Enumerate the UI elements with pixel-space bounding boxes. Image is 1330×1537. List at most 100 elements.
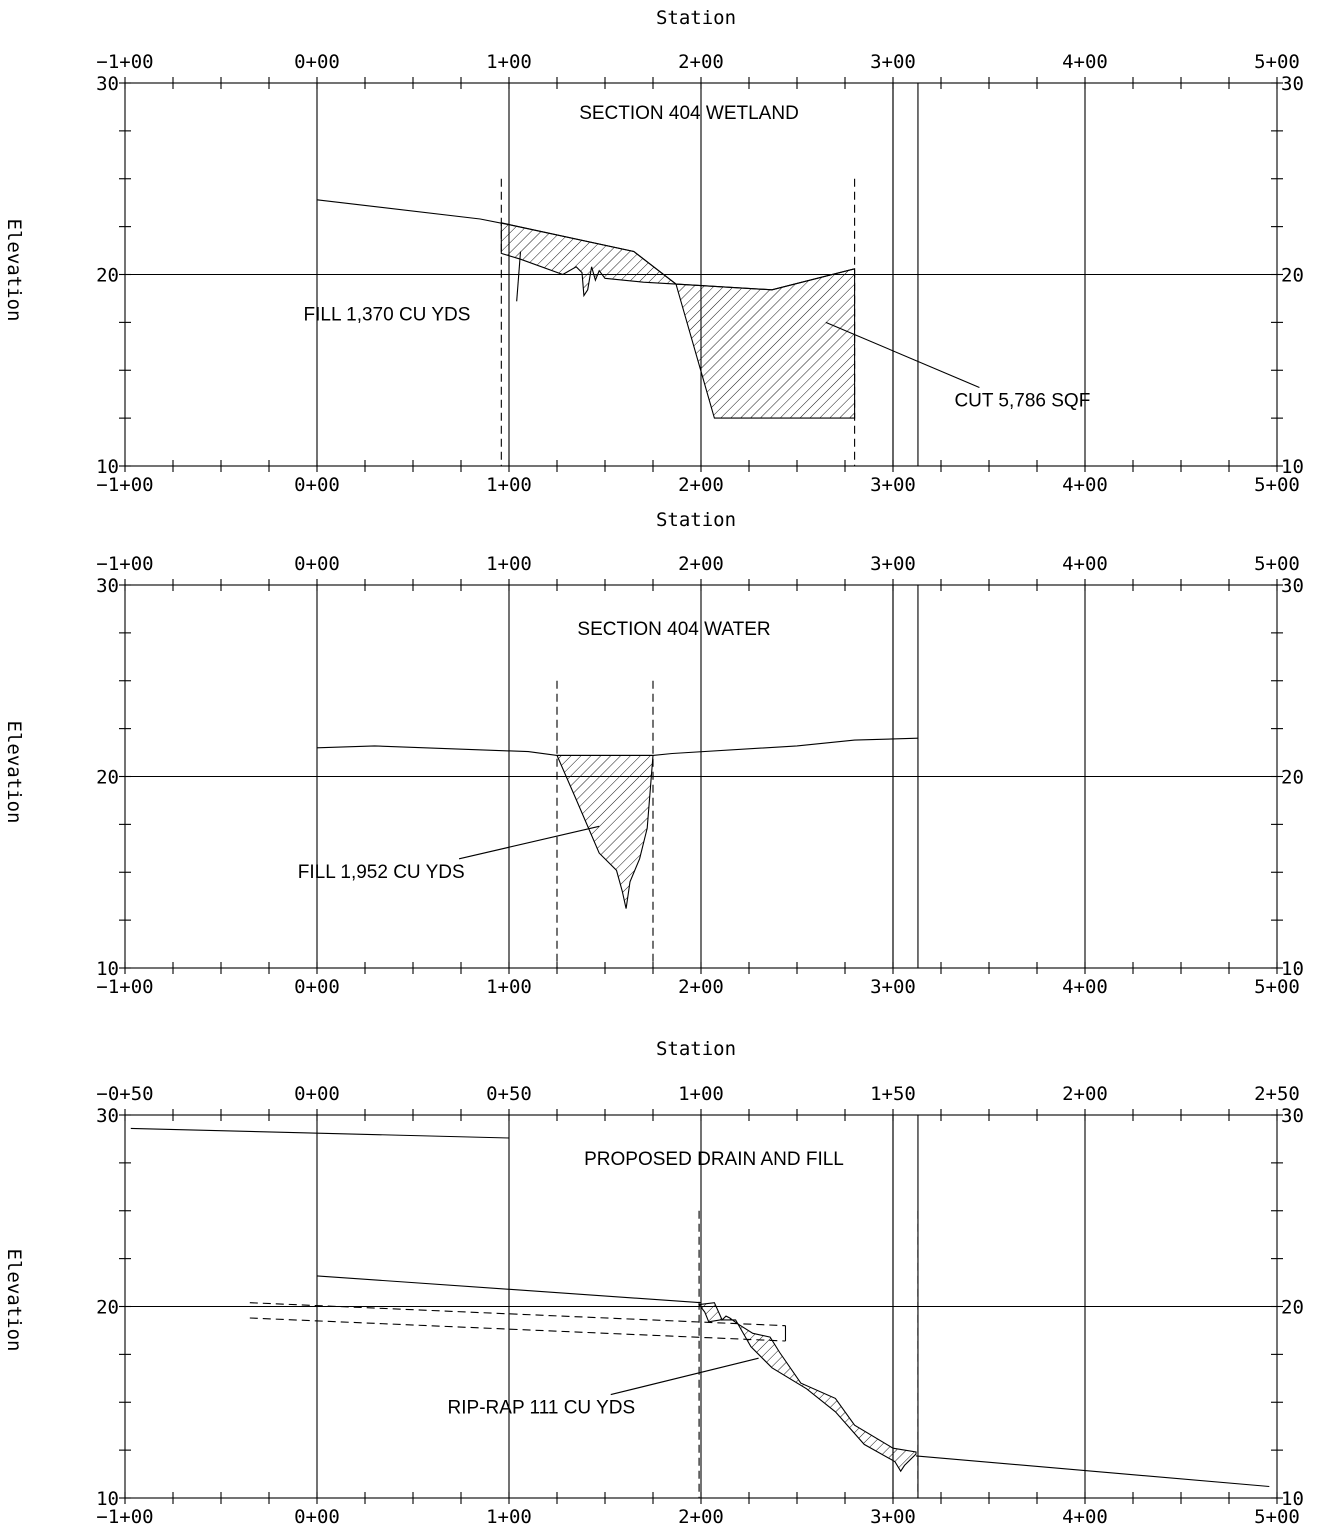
elevation-label-right: 30	[1281, 1105, 1304, 1127]
elevation-labels: 30 30 20 20 10 10	[96, 73, 1304, 478]
callouts: FILL 1,952 CU YDS	[298, 825, 600, 883]
station-label: 2+00	[678, 1506, 724, 1528]
station-label: 2+00	[1062, 1083, 1108, 1105]
station-label: 1+00	[486, 553, 532, 575]
fill-area	[500, 222, 678, 298]
rip-rap-volume-label: RIP-RAP 111 CU YDS	[448, 1398, 636, 1419]
y-axis-title-left: Elevation	[3, 219, 25, 322]
cut-area-label: CUT 5,786 SQF	[954, 391, 1090, 412]
elevation-label-left: 20	[96, 1297, 119, 1319]
elevation-label-right: 10	[1281, 1488, 1304, 1510]
existing-ground-line	[130, 1127, 510, 1139]
top-station-labels: −0+50 0+00 0+50 1+00 1+50 2+00 2+50	[96, 1083, 1299, 1105]
top-axis-title: Station	[656, 7, 736, 29]
station-label: 3+00	[870, 553, 916, 575]
station-label: 5+00	[1254, 553, 1300, 575]
station-label: −1+00	[96, 51, 153, 73]
section-title: PROPOSED DRAIN AND FILL	[584, 1149, 844, 1170]
elevation-label-left: 20	[96, 767, 119, 789]
section-title: SECTION 404 WATER	[577, 619, 770, 640]
profile-geometry	[316, 680, 919, 968]
elevation-label-right: 10	[1281, 958, 1304, 980]
top-axis-title: Station	[656, 1038, 736, 1060]
station-label: 1+00	[486, 1506, 532, 1528]
ground-profile-end	[915, 1455, 1270, 1488]
station-label: 1+50	[870, 1083, 916, 1105]
cut-area	[675, 268, 856, 419]
station-label: 0+00	[294, 474, 340, 496]
station-label: 5+00	[1254, 474, 1300, 496]
ground-profile	[316, 1275, 702, 1304]
bottom-station-labels: −1+00 0+00 1+00 2+00 3+00 4+00 5+00	[96, 976, 1299, 998]
station-label: 2+00	[678, 553, 724, 575]
station-label: 3+00	[870, 976, 916, 998]
station-label: 4+00	[1062, 1506, 1108, 1528]
station-label: 0+00	[294, 51, 340, 73]
station-label: −1+00	[96, 1506, 153, 1528]
station-label: 1+00	[486, 51, 532, 73]
elevation-label-left: 10	[96, 456, 119, 478]
section-title: SECTION 404 WETLAND	[579, 103, 799, 124]
tick-marks	[119, 77, 1283, 472]
station-label: 5+00	[1254, 1506, 1300, 1528]
bottom-station-labels: −1+00 0+00 1+00 2+00 3+00 4+00 5+00	[96, 474, 1299, 496]
station-label: −1+00	[96, 474, 153, 496]
station-label: 2+50	[1254, 1083, 1300, 1105]
proposed-drain-bottom	[249, 1317, 786, 1342]
elevation-label-left: 30	[96, 575, 119, 597]
elevation-label-right: 20	[1281, 767, 1304, 789]
profile-geometry	[130, 1127, 1270, 1498]
section-panel-drain: Station Elevation PROPOSED DRAIN AND FIL…	[3, 1038, 1304, 1528]
elevation-label-left: 10	[96, 1488, 119, 1510]
leader-line	[610, 1357, 759, 1396]
station-label: 1+00	[486, 474, 532, 496]
elevation-labels: 30 30 20 20 10 10	[96, 1105, 1304, 1510]
proposed-drain-top	[249, 1302, 786, 1327]
top-station-labels: −1+00 0+00 1+00 2+00 3+00 4+00 5+00	[96, 51, 1299, 73]
tick-marks	[119, 579, 1283, 974]
station-label: 5+00	[1254, 976, 1300, 998]
station-label: 5+00	[1254, 51, 1300, 73]
leader-line	[516, 251, 522, 302]
grid	[124, 82, 1278, 467]
section-panel-wetland: Station Elevation SECTION 404 WETLAND −1…	[3, 7, 1304, 496]
station-label: 2+00	[678, 474, 724, 496]
bottom-station-labels: −1+00 0+00 1+00 2+00 3+00 4+00 5+00	[96, 1506, 1299, 1528]
station-label: 0+00	[294, 976, 340, 998]
station-label: 1+00	[678, 1083, 724, 1105]
elevation-label-left: 30	[96, 73, 119, 95]
station-label: −1+00	[96, 553, 153, 575]
top-axis-title: Station	[656, 509, 736, 531]
top-station-labels: −1+00 0+00 1+00 2+00 3+00 4+00 5+00	[96, 553, 1299, 575]
elevation-label-right: 30	[1281, 73, 1304, 95]
rip-rap-area	[698, 1302, 917, 1473]
station-label: 4+00	[1062, 553, 1108, 575]
profile-geometry	[316, 178, 856, 466]
elevation-label-right: 20	[1281, 265, 1304, 287]
leader-line	[458, 825, 600, 860]
callouts: RIP-RAP 111 CU YDS	[448, 1357, 759, 1419]
grid	[124, 584, 1278, 969]
elevation-label-right: 10	[1281, 456, 1304, 478]
elevation-label-right: 20	[1281, 1297, 1304, 1319]
ground-profile	[316, 199, 855, 291]
station-label: 0+00	[294, 1083, 340, 1105]
station-label: 4+00	[1062, 51, 1108, 73]
station-label: 2+00	[678, 976, 724, 998]
station-label: −0+50	[96, 1083, 153, 1105]
ground-profile	[316, 737, 919, 756]
station-label: 1+00	[486, 976, 532, 998]
elevation-label-left: 30	[96, 1105, 119, 1127]
section-panel-water: Station Elevation SECTION 404 WATER −1+0…	[3, 509, 1304, 998]
callouts: FILL 1,370 CU YDS CUT 5,786 SQF	[304, 251, 1090, 412]
station-label: 2+00	[678, 51, 724, 73]
station-label: 0+00	[294, 553, 340, 575]
elevation-label-right: 30	[1281, 575, 1304, 597]
y-axis-title-left: Elevation	[3, 1249, 25, 1352]
fill-area	[556, 754, 654, 909]
fill-volume-label: FILL 1,370 CU YDS	[304, 304, 471, 325]
station-label: 4+00	[1062, 474, 1108, 496]
elevation-labels: 30 30 20 20 10 10	[96, 575, 1304, 980]
station-label: 0+00	[294, 1506, 340, 1528]
